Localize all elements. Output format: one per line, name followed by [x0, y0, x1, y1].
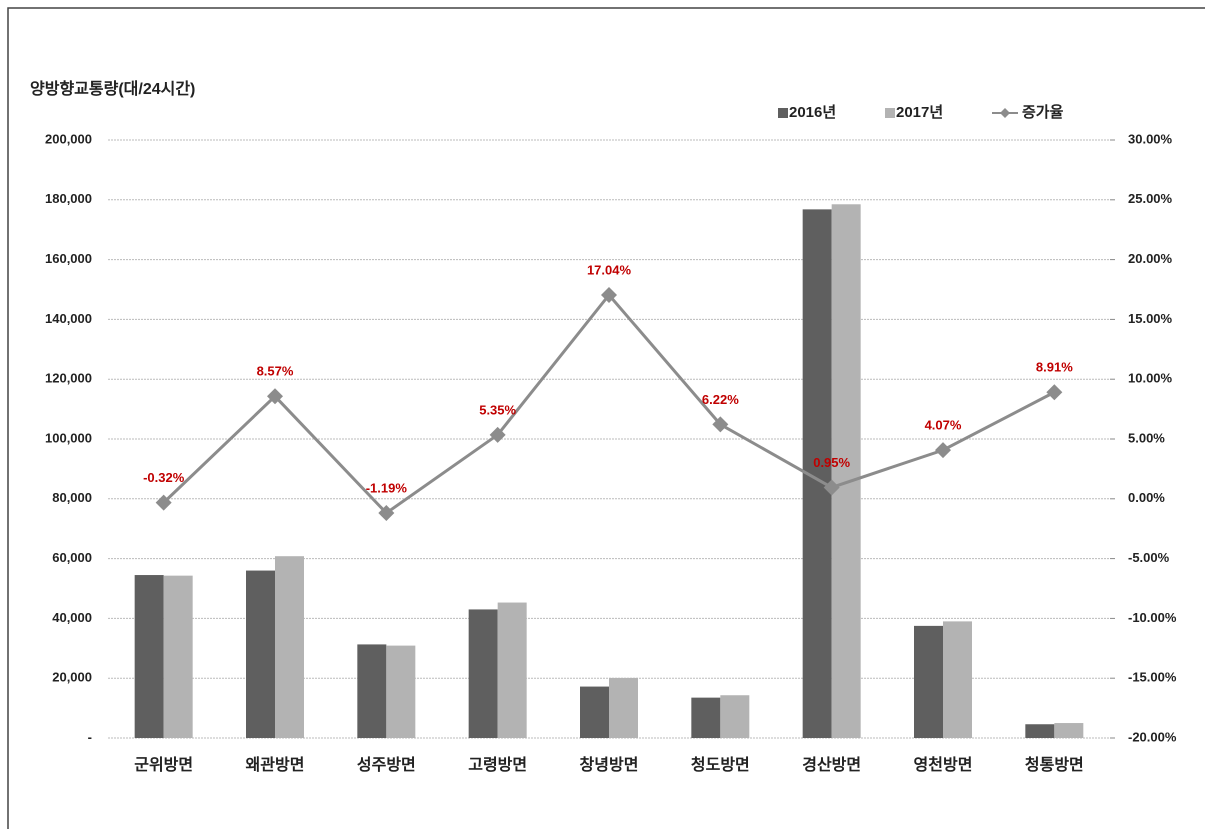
- marker: [935, 442, 951, 459]
- y2-tick-label: 10.00%: [1128, 371, 1173, 386]
- bar: [691, 697, 721, 738]
- y-tick-label: 120,000: [45, 371, 92, 386]
- frame: [7, 7, 1205, 829]
- x-tick-label: 고령방면: [468, 755, 527, 774]
- legend-swatch: [885, 108, 895, 118]
- y2-tick-label: 30.00%: [1128, 131, 1173, 146]
- y2-tick-label: -20.00%: [1128, 729, 1177, 744]
- value-label: 17.04%: [587, 262, 632, 277]
- bar: [134, 575, 164, 738]
- marker: [489, 426, 506, 443]
- y2-tick-label: -10.00%: [1128, 610, 1177, 625]
- y-axis-title: 양방향교통량(대/24시간): [30, 79, 195, 98]
- value-label: 4.07%: [925, 418, 962, 433]
- marker: [155, 494, 172, 511]
- bar: [246, 570, 275, 738]
- value-label: 8.57%: [257, 364, 294, 379]
- y2-tick-label: -15.00%: [1128, 670, 1177, 685]
- bar: [497, 602, 527, 738]
- y-tick-label: -: [88, 729, 92, 744]
- legend-label: 증가율: [1022, 104, 1064, 121]
- y2-tick-label: -5.00%: [1128, 550, 1170, 565]
- y-tick-label: 200,000: [45, 131, 92, 146]
- line: [162, 292, 1056, 516]
- y2-tick-label: 20.00%: [1128, 251, 1173, 266]
- value-label: 5.35%: [479, 402, 516, 417]
- bar: [163, 575, 193, 738]
- bar: [580, 686, 609, 738]
- y-tick-label: 140,000: [45, 311, 92, 326]
- x-tick-label: 창녕방면: [580, 755, 639, 774]
- y-tick-label: 80,000: [52, 490, 92, 505]
- y-tick-label: 180,000: [45, 191, 92, 206]
- x-tick-label: 경산방면: [802, 756, 861, 774]
- y-tick-label: 160,000: [45, 251, 92, 266]
- x-tick-label: 영천방면: [914, 756, 973, 774]
- marker: [601, 287, 617, 304]
- x-tick-label: 왜관방면: [246, 756, 305, 774]
- y2-tick-label: 25.00%: [1128, 191, 1173, 206]
- marker: [712, 416, 729, 433]
- bar: [275, 556, 304, 738]
- bar: [468, 609, 498, 738]
- value-label: 8.91%: [1036, 360, 1073, 375]
- marker: [823, 479, 840, 496]
- value-label: -0.32%: [143, 470, 185, 485]
- value-label: 0.95%: [813, 455, 850, 470]
- legend-label: 2016년: [789, 104, 836, 121]
- legend-label: 2017년: [896, 104, 943, 121]
- y-tick-label: 60,000: [52, 550, 92, 565]
- bar: [720, 695, 750, 738]
- marker: [267, 388, 283, 405]
- x-tick-label: 청도방면: [691, 755, 750, 774]
- x-tick-label: 성주방면: [357, 756, 416, 774]
- bar: [831, 204, 861, 738]
- bar: [357, 644, 387, 738]
- bar: [1054, 723, 1084, 738]
- y2-tick-label: 0.00%: [1128, 490, 1165, 505]
- legend-swatch: [778, 108, 788, 118]
- bar: [386, 645, 416, 738]
- value-label: 6.22%: [702, 392, 739, 407]
- y-tick-label: 20,000: [52, 670, 92, 685]
- x-tick-label: 군위방면: [134, 756, 193, 774]
- marker: [378, 505, 395, 522]
- y2-tick-label: 5.00%: [1128, 430, 1165, 445]
- y-tick-label: 40,000: [52, 610, 92, 625]
- y-tick-label: 100,000: [45, 430, 92, 445]
- marker: [1046, 384, 1063, 401]
- x-tick-label: 청통방면: [1025, 755, 1084, 774]
- bar: [609, 677, 638, 738]
- legend-marker: [1000, 108, 1010, 118]
- bar: [1025, 724, 1055, 738]
- bar: [943, 621, 972, 738]
- bar: [914, 625, 943, 738]
- value-label: -1.19%: [366, 480, 408, 495]
- y2-tick-label: 15.00%: [1128, 311, 1173, 326]
